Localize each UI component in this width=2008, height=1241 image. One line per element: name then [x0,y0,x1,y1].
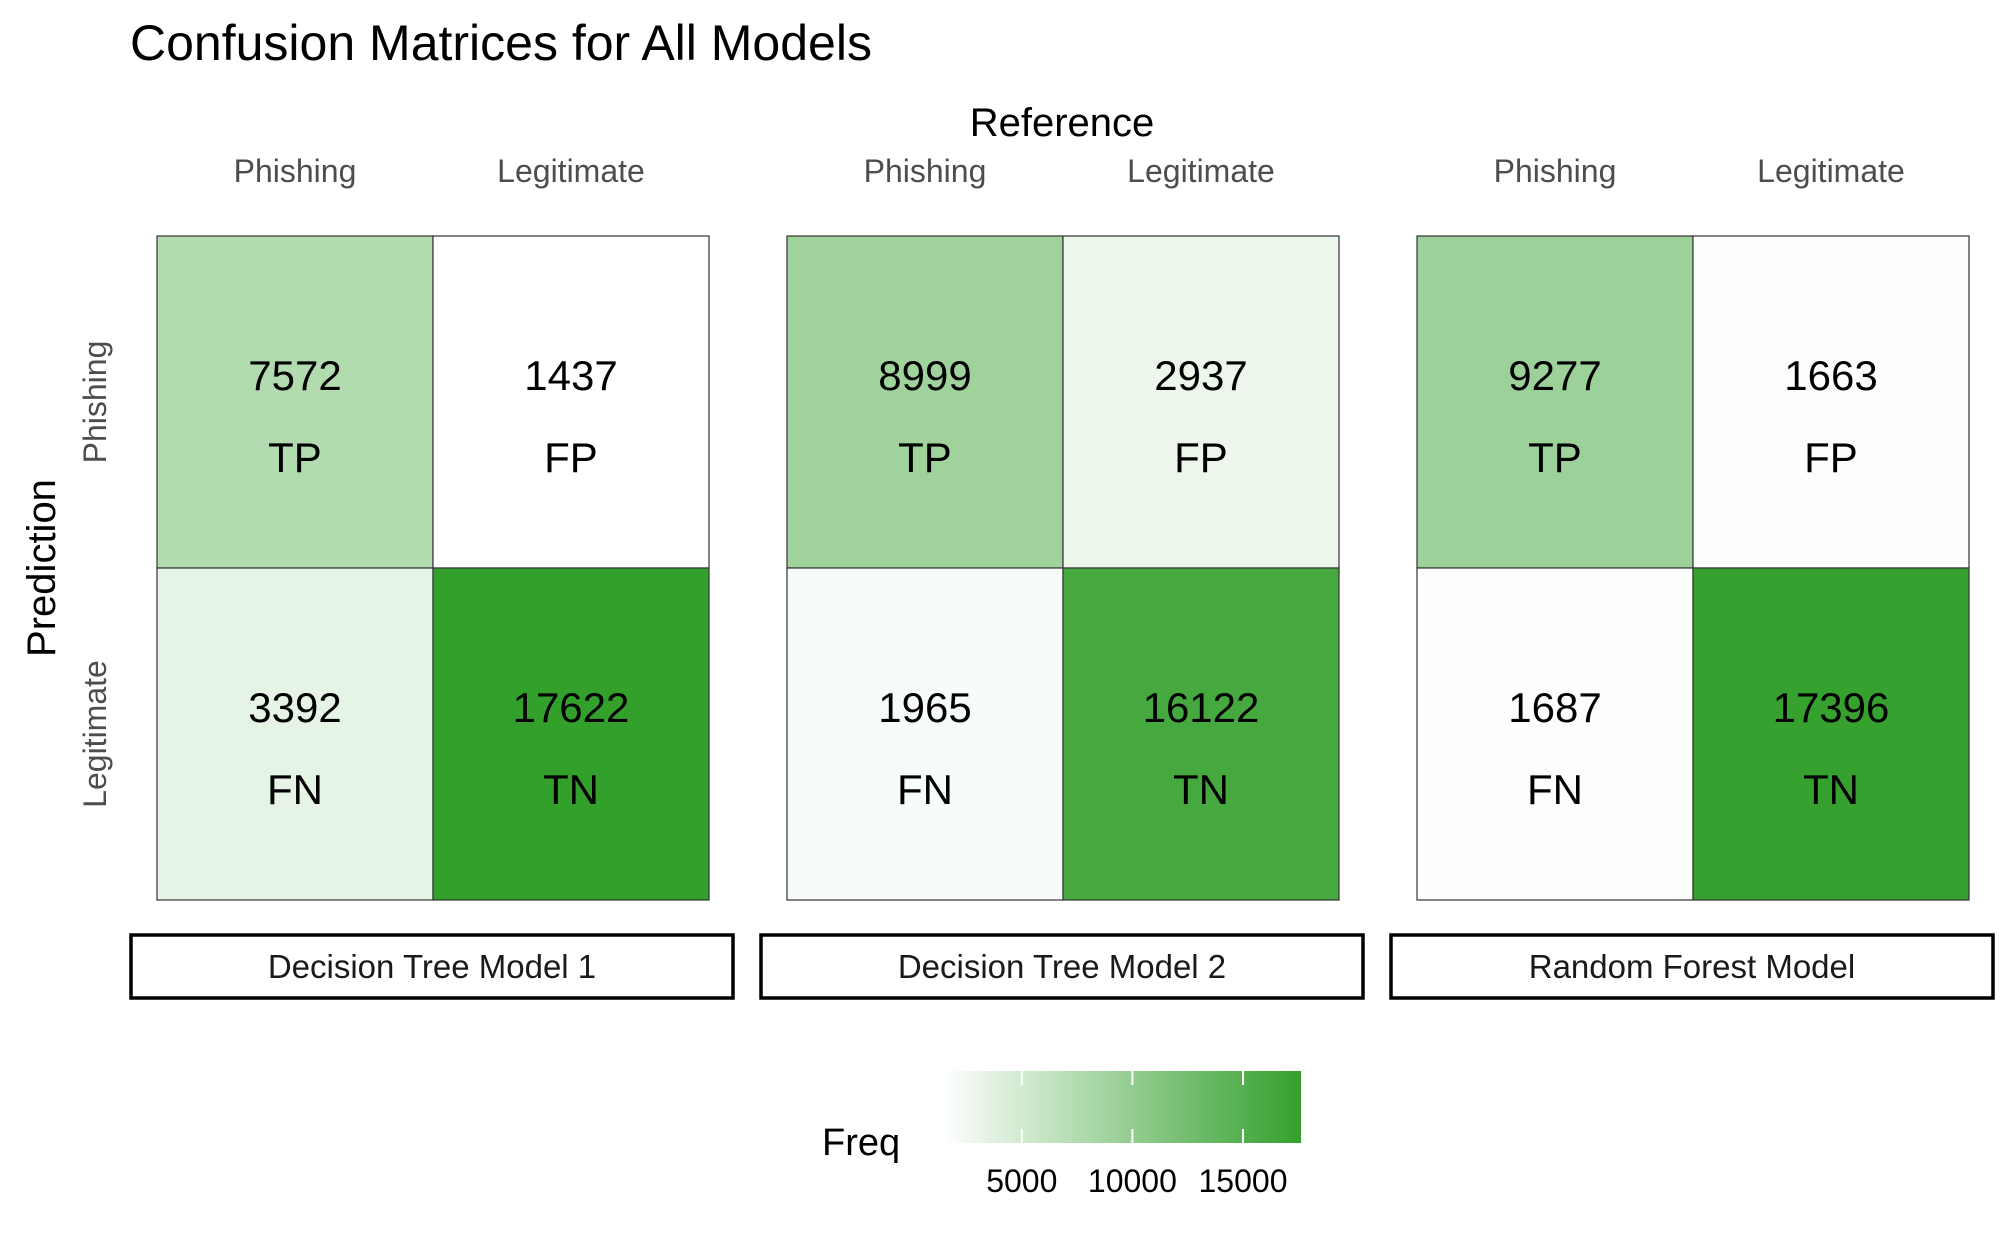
heatmap-cell [156,235,434,569]
heatmap-cell [1062,235,1340,569]
cell-type-label: TN [1803,766,1859,813]
cell-type-label: FN [1527,766,1583,813]
heatmap-cell [786,567,1064,901]
legend-colorbar [943,1071,1301,1143]
cell-value-label: 3392 [248,684,341,731]
panel-strip [1389,933,1995,1000]
x-axis-title: Reference [970,101,1155,145]
cell-type-label: FN [267,766,323,813]
heatmap-cell [1692,567,1970,901]
cell-type-label: TN [543,766,599,813]
panel: Phishing Legitimate 7572 TP 1437 FP 3392 FN 1762… [129,153,735,1000]
legend-tick-label: 10000 [1088,1163,1177,1199]
panel-strip-label: Decision Tree Model 1 [268,948,596,985]
cell-type-label: TN [1173,766,1229,813]
cell-value-label: 17622 [513,684,630,731]
legend-tick-label: 15000 [1199,1163,1288,1199]
cell-value-label: 7572 [248,352,341,399]
panels-group: Phishing Legitimate Phishing Legitimate 7572… [77,153,1995,1000]
cell-type-label: FP [1174,434,1228,481]
heatmap-cell [432,567,710,901]
panel-strip-label: Random Forest Model [1529,948,1855,985]
cell-type-label: TP [898,434,952,481]
x-tick-label: Phishing [864,153,987,189]
y-tick-label: Phishing [77,341,113,464]
panel: Phishing Legitimate 8999 TP 2937 FP 1965 FN 1612… [759,153,1365,1000]
panel-strip [759,933,1365,1000]
heatmap-cell [786,235,1064,569]
heatmap-cell [1692,235,1970,569]
y-tick-label: Legitimate [77,660,113,808]
x-tick-label: Legitimate [1757,153,1905,189]
cell-type-label: TP [268,434,322,481]
legend-title: Freq [822,1122,900,1164]
cell-value-label: 1437 [524,352,617,399]
cell-type-label: FP [1804,434,1858,481]
x-tick-label: Legitimate [497,153,645,189]
cell-value-label: 2937 [1154,352,1247,399]
x-tick-label: Phishing [234,153,357,189]
cell-type-label: TP [1528,434,1582,481]
cell-value-label: 16122 [1143,684,1260,731]
heatmap-cell [432,235,710,569]
panel-strip-label: Decision Tree Model 2 [898,948,1226,985]
cell-value-label: 1663 [1784,352,1877,399]
panel: Phishing Legitimate 9277 TP 1663 FP 1687 FN 1739… [1389,153,1995,1000]
cell-value-label: 8999 [878,352,971,399]
x-tick-label: Legitimate [1127,153,1275,189]
cell-value-label: 9277 [1508,352,1601,399]
legend: Freq 5000 10000 15000 [822,1071,1301,1199]
chart-title: Confusion Matrices for All Models [130,15,872,71]
legend-tick-label: 5000 [986,1163,1057,1199]
heatmap-cell [1416,567,1694,901]
cell-value-label: 17396 [1773,684,1890,731]
heatmap-cell [1416,235,1694,569]
cell-value-label: 1965 [878,684,971,731]
cell-value-label: 1687 [1508,684,1601,731]
cell-type-label: FP [544,434,598,481]
panel-strip [129,933,735,1000]
cell-type-label: FN [897,766,953,813]
heatmap-cell [1062,567,1340,901]
y-axis-title: Prediction [20,479,64,657]
x-tick-label: Phishing [1494,153,1617,189]
heatmap-cell [156,567,434,901]
